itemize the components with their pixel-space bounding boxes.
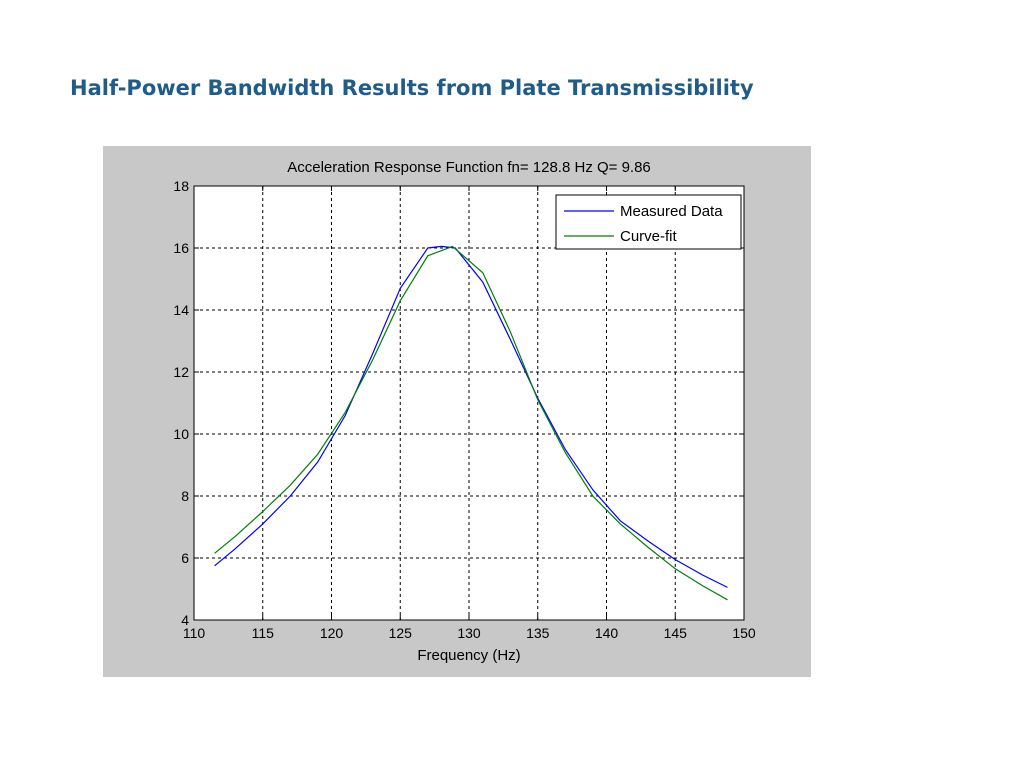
legend-label-1: Curve-fit [620, 228, 678, 245]
y-tick-label: 14 [173, 302, 189, 318]
y-tick-label: 6 [181, 550, 189, 566]
legend-label-0: Measured Data [620, 203, 723, 220]
chart-title: Acceleration Response Function fn= 128.8… [287, 159, 651, 176]
chart-figure: 110 115 120 125 130 135 140 145 150 4 6 8 10 12 14 16 18… [103, 146, 811, 677]
x-tick-label: 140 [595, 625, 619, 641]
x-tick-label: 120 [320, 625, 344, 641]
series-line-1 [214, 245, 728, 601]
x-tick-label: 115 [252, 625, 275, 641]
series-line-0 [214, 245, 728, 588]
x-tick-label: 145 [664, 625, 688, 641]
x-axis-label: Frequency (Hz) [417, 647, 520, 664]
chart-svg: 110 115 120 125 130 135 140 145 150 4 6 8 10 12 14 16 18… [173, 159, 756, 664]
y-tick-label: 10 [173, 426, 189, 442]
x-tick-label: 110 [183, 625, 206, 641]
x-tick-label: 130 [457, 625, 481, 641]
x-tick-label: 150 [732, 625, 756, 641]
y-tick-label: 4 [181, 612, 189, 628]
y-tick-label: 18 [173, 178, 189, 194]
y-tick-label: 8 [181, 488, 189, 504]
x-tick-label: 125 [389, 625, 413, 641]
slide-title: Half-Power Bandwidth Results from Plate … [70, 76, 754, 100]
y-tick-label: 12 [173, 364, 189, 380]
y-tick-label: 16 [173, 240, 189, 256]
legend-box [555, 194, 742, 250]
x-tick-label: 135 [526, 625, 550, 641]
